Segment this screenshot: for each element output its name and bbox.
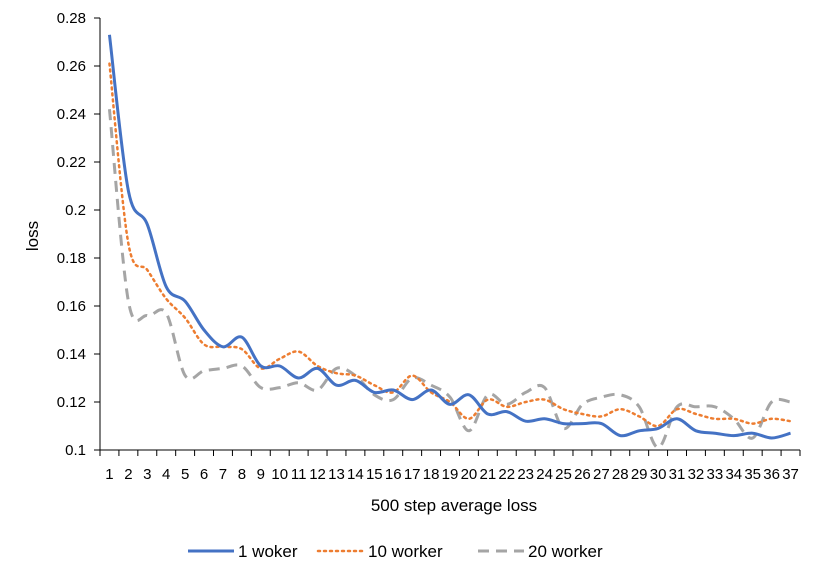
x-tick-label: 10 — [271, 466, 288, 483]
y-tick-label: 0.14 — [57, 346, 86, 363]
y-tick-label: 0.28 — [57, 10, 86, 27]
y-tick-label: 0.2 — [65, 202, 86, 219]
x-tick-label: 21 — [479, 466, 496, 483]
y-tick-label: 0.22 — [57, 154, 86, 171]
x-tick-label: 20 — [461, 466, 478, 483]
x-tick-label: 28 — [612, 466, 629, 483]
x-tick-label: 13 — [328, 466, 345, 483]
y-axis-title: loss — [23, 221, 42, 251]
series-line-10-worker — [108, 62, 792, 428]
x-tick-label: 12 — [309, 466, 326, 483]
x-tick-label: 17 — [404, 466, 421, 483]
x-tick-label: 8 — [238, 466, 246, 483]
series-line-1-woker — [107, 34, 791, 440]
x-axis-ticks: 1 2 3 4 5 6 7 8 9 10 11 12 13 14 15 16 17 18 19 20 21 22 23 24 2… — [99, 450, 801, 483]
x-tick-label: 9 — [257, 466, 265, 483]
x-tick-label: 3 — [143, 466, 151, 483]
x-tick-label: 7 — [219, 466, 227, 483]
x-tick-label: 26 — [574, 466, 591, 483]
x-tick-label: 24 — [536, 466, 553, 483]
x-tick-label: 25 — [555, 466, 572, 483]
x-tick-label: 5 — [181, 466, 189, 483]
y-tick-label: 0.16 — [57, 298, 86, 315]
legend: 1 woker 10 worker 20 worker — [188, 542, 603, 561]
x-tick-label: 2 — [124, 466, 132, 483]
x-tick-label: 16 — [385, 466, 402, 483]
x-tick-label: 4 — [162, 466, 170, 483]
legend-label: 10 worker — [368, 542, 443, 561]
x-tick-label: 22 — [498, 466, 515, 483]
x-axis-title: 500 step average loss — [371, 496, 537, 515]
y-axis-ticks: 0.1 0.12 0.14 0.16 0.18 0.2 0.22 0.24 0.26 0.28 — [57, 10, 100, 459]
legend-label: 1 woker — [238, 542, 298, 561]
y-tick-label: 0.26 — [57, 58, 86, 75]
y-tick-label: 0.24 — [57, 106, 86, 123]
x-tick-label: 1 — [105, 466, 113, 483]
x-tick-label: 15 — [366, 466, 383, 483]
x-tick-label: 27 — [593, 466, 610, 483]
x-tick-label: 19 — [442, 466, 459, 483]
x-tick-label: 31 — [669, 466, 686, 483]
x-tick-label: 34 — [725, 466, 742, 483]
x-tick-label: 35 — [744, 466, 761, 483]
x-tick-label: 6 — [200, 466, 208, 483]
y-tick-label: 0.1 — [65, 442, 86, 459]
y-tick-label: 0.18 — [57, 250, 86, 267]
x-tick-label: 32 — [688, 466, 705, 483]
y-tick-label: 0.12 — [57, 394, 86, 411]
x-tick-label: 29 — [631, 466, 648, 483]
series-lines — [107, 34, 792, 450]
x-tick-label: 30 — [650, 466, 667, 483]
x-tick-label: 36 — [763, 466, 780, 483]
x-tick-label: 33 — [707, 466, 724, 483]
x-tick-label: 37 — [782, 466, 799, 483]
x-tick-label: 11 — [291, 466, 307, 483]
series-line-20-worker — [107, 109, 791, 450]
legend-label: 20 worker — [528, 542, 603, 561]
x-tick-label: 23 — [517, 466, 534, 483]
x-tick-label: 18 — [423, 466, 440, 483]
x-tick-label: 14 — [347, 466, 364, 483]
